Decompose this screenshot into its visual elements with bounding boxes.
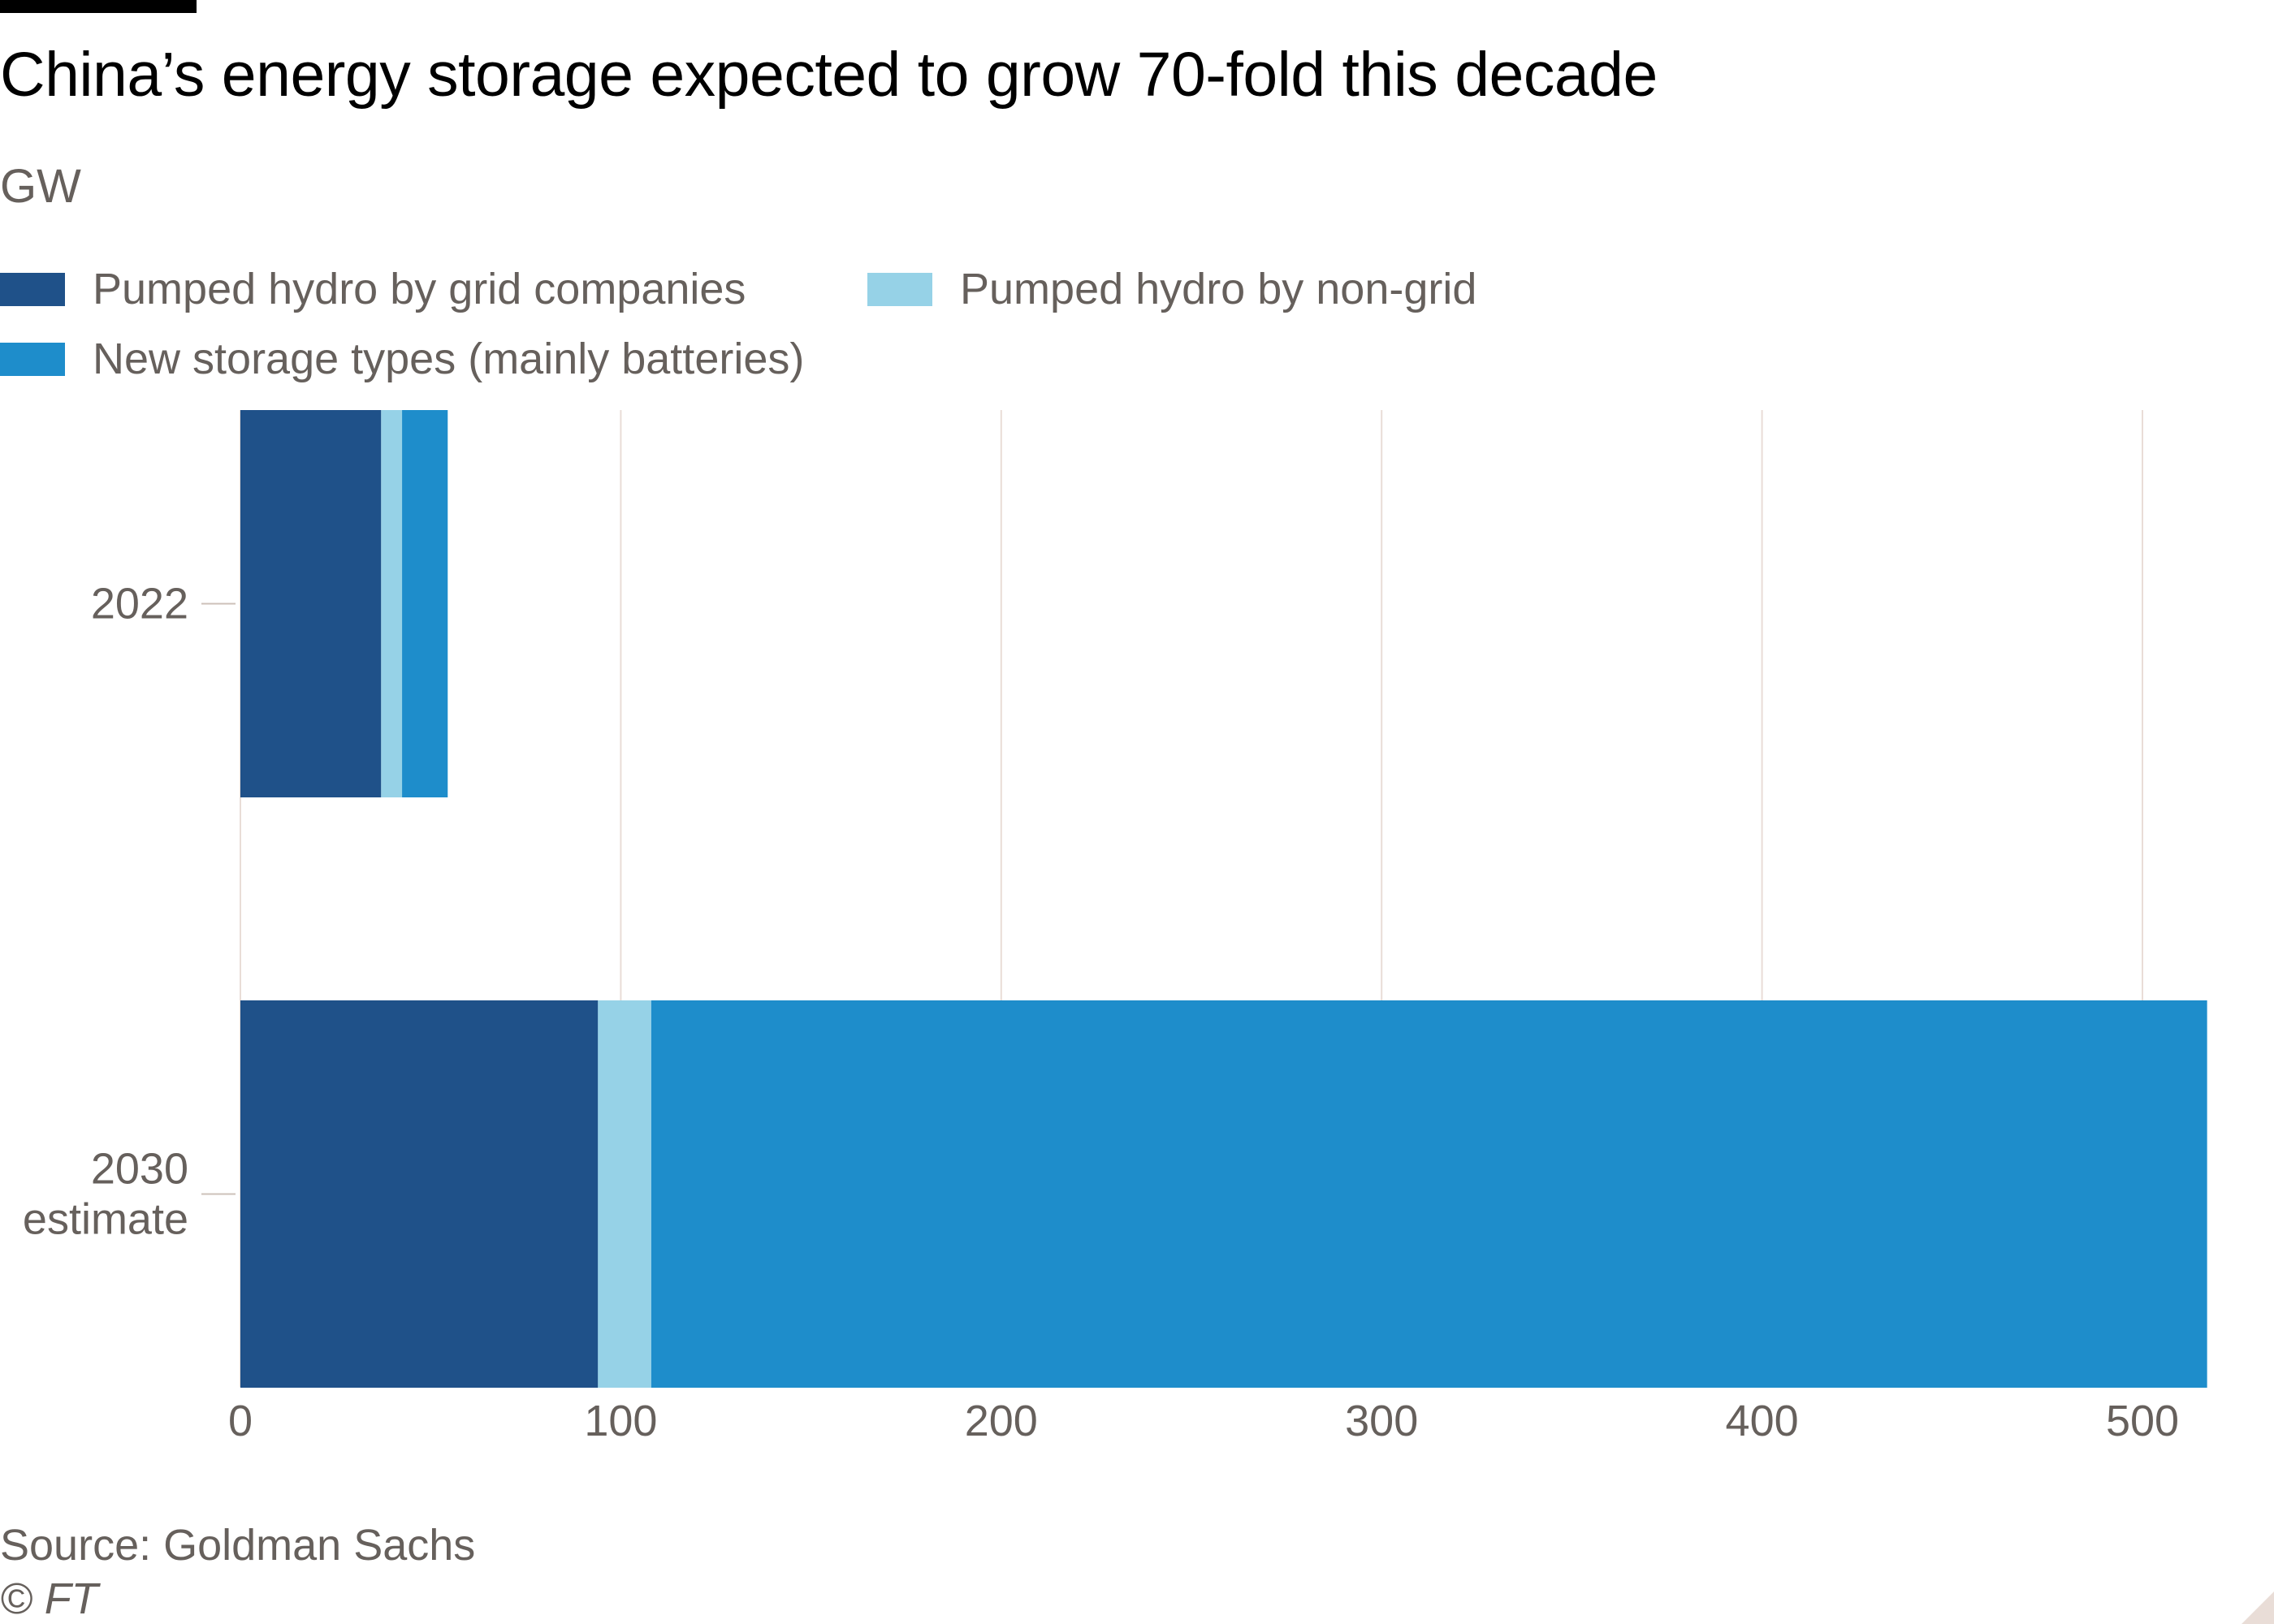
bar-1-series-2 [651, 1000, 2207, 1388]
bar-0-series-2 [402, 410, 448, 797]
chart-unit-label: GW [0, 160, 81, 213]
x-tick-label-0: 0 [228, 1397, 253, 1445]
legend-swatch-new-storage [0, 342, 65, 376]
bar-1-series-0 [240, 1000, 599, 1388]
brand-top-bar [0, 0, 197, 13]
x-tick-label-500: 500 [2106, 1397, 2179, 1445]
corner-fold [2242, 1592, 2274, 1624]
x-tick-label-200: 200 [965, 1397, 1038, 1445]
legend-label-new-storage: New storage types (mainly batteries) [93, 335, 805, 383]
legend-swatch-non-grid [867, 272, 932, 306]
legend-swatch-grid [0, 272, 65, 306]
legend-label-grid: Pumped hydro by grid companies [93, 265, 746, 313]
x-tick-label-100: 100 [584, 1397, 657, 1445]
y-tick-label-1-0: 2030 [91, 1145, 188, 1194]
legend-item-non-grid: Pumped hydro by non-grid [867, 264, 1476, 314]
bar-0-series-0 [240, 410, 382, 797]
copyright-note: © FT [0, 1574, 98, 1623]
bar-0-series-1 [381, 410, 403, 797]
chart-title: China’s energy storage expected to grow … [0, 40, 1658, 110]
x-tick-label-400: 400 [1726, 1397, 1799, 1445]
legend-item-grid: Pumped hydro by grid companies [0, 264, 746, 314]
y-tick-label-1-1: estimate [23, 1195, 188, 1244]
legend-label-non-grid: Pumped hydro by non-grid [960, 265, 1477, 313]
x-tick-label-300: 300 [1345, 1397, 1418, 1445]
source-note: Source: Goldman Sachs [0, 1521, 476, 1570]
y-tick-label-0-0: 2022 [91, 580, 188, 628]
bar-1-series-1 [598, 1000, 651, 1388]
legend-item-new-storage: New storage types (mainly batteries) [0, 334, 804, 384]
